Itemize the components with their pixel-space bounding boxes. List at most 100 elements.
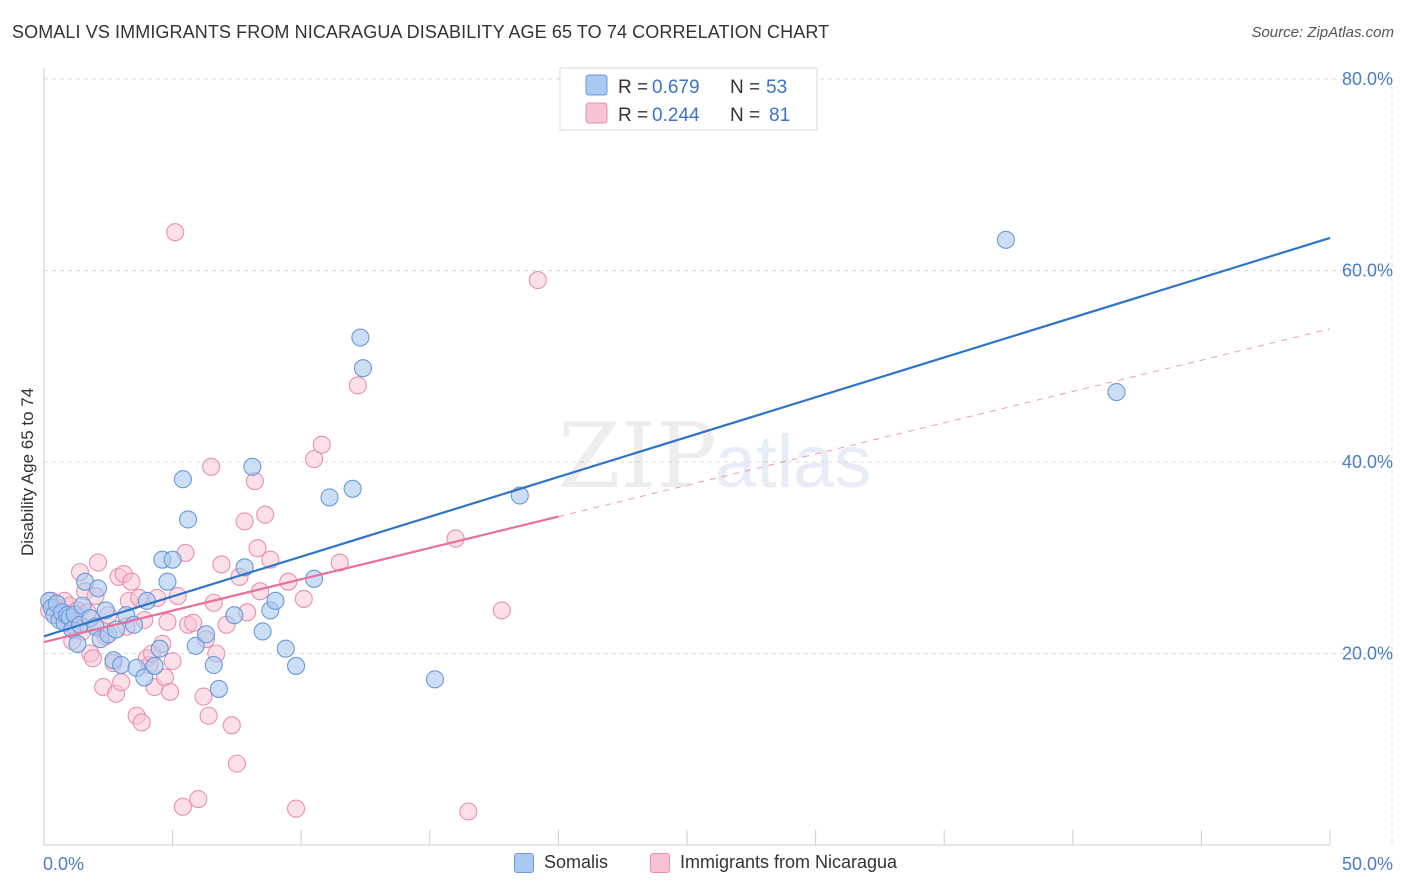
somali-trend-line — [43, 236, 1331, 638]
somali-point — [996, 230, 1015, 249]
nicaragua-trend-extension — [558, 328, 1331, 518]
nicaragua-point — [168, 586, 187, 606]
nicaragua-point — [88, 553, 108, 572]
watermark: ZIP atlas — [558, 404, 871, 509]
legend-r-label-1: R = — [618, 77, 648, 98]
somali-point — [1107, 383, 1126, 402]
somali-point — [287, 656, 306, 675]
somali-point — [163, 550, 182, 569]
nicaragua-point — [189, 789, 208, 809]
watermark-zip: ZIP — [558, 404, 717, 509]
nicaragua-point — [312, 435, 331, 454]
somali-point — [96, 601, 115, 620]
nicaragua-point — [184, 613, 203, 632]
somali-point — [196, 625, 216, 644]
legend-item-somalis[interactable]: Somalis — [514, 852, 608, 873]
legend-item-nicaragua[interactable]: Immigrants from Nicaragua — [650, 852, 897, 873]
y-tick-label: 20.0% — [1342, 644, 1393, 664]
somalis-label: Somalis — [544, 852, 609, 872]
nicaragua-point — [256, 505, 275, 524]
legend-n-label-2: N = — [730, 105, 760, 126]
bottom-legend: Somalis Immigrants from Nicaragua — [0, 852, 1406, 878]
nicaragua-point — [222, 716, 241, 735]
source-label: Source: ZipAtlas.com — [1251, 24, 1394, 41]
somali-point — [158, 572, 177, 591]
somali-point — [276, 639, 295, 658]
nicaragua-point — [132, 713, 151, 732]
somali-point — [88, 579, 108, 598]
nicaragua-point — [294, 589, 313, 608]
nicaragua-point — [122, 572, 141, 591]
somali-point — [353, 359, 372, 378]
nicaragua-point — [492, 601, 511, 620]
somali-point — [351, 328, 370, 347]
nicaragua-point — [173, 797, 192, 816]
nicaragua-point — [528, 271, 547, 290]
y-tick-label: 80.0% — [1342, 69, 1393, 89]
x-tick-label: 0.0% — [43, 854, 84, 874]
somali-point — [204, 655, 223, 675]
somali-point — [266, 591, 285, 610]
somali-point — [209, 679, 228, 698]
somali-point — [320, 488, 339, 507]
nicaragua-point — [83, 649, 102, 668]
nicaragua-point — [348, 376, 367, 395]
nicaragua-points — [40, 223, 547, 821]
nicaragua-swatch — [650, 852, 670, 873]
somali-point — [243, 457, 262, 476]
nicaragua-point — [166, 223, 185, 242]
nicaragua-point — [199, 706, 218, 725]
somali-point — [178, 510, 198, 529]
nicaragua-label: Immigrants from Nicaragua — [680, 852, 898, 872]
nicaragua-point — [305, 450, 324, 469]
legend-n-label-1: N = — [730, 77, 760, 98]
somali-point — [150, 639, 169, 658]
somali-point — [135, 668, 154, 687]
somali-point — [186, 636, 205, 655]
legend-r-label-2: R = — [618, 105, 648, 126]
legend-r-value-2: 0.244 — [652, 105, 700, 126]
nicaragua-point — [194, 687, 213, 706]
nicaragua-point — [227, 754, 246, 773]
nicaragua-point — [158, 612, 177, 631]
somali-point — [305, 569, 324, 588]
legend-r-value-1: 0.679 — [652, 77, 700, 98]
nicaragua-point — [212, 555, 231, 574]
legend-swatch-somali — [585, 74, 608, 96]
chart-title: SOMALI VS IMMIGRANTS FROM NICARAGUA DISA… — [12, 22, 830, 42]
somali-point — [145, 656, 164, 675]
tick-labels: 20.0% 40.0% 60.0% 80.0% 0.0% 50.0% — [43, 69, 1393, 874]
nicaragua-point — [112, 673, 131, 692]
y-tick-label: 40.0% — [1342, 452, 1393, 472]
axes — [43, 68, 1331, 846]
somali-point — [425, 670, 444, 689]
somali-point — [253, 622, 272, 641]
somali-point — [68, 634, 87, 653]
nicaragua-point — [330, 553, 349, 572]
legend-box: R = 0.679 N = 53 R = 0.244 N = 81 — [559, 67, 818, 131]
trend-lines — [43, 236, 1331, 644]
nicaragua-point — [459, 802, 478, 821]
x-tick-label: 50.0% — [1342, 854, 1393, 874]
nicaragua-point — [163, 652, 182, 671]
legend-n-value-2: 81 — [769, 105, 790, 126]
somali-point — [343, 479, 362, 498]
somalis-swatch — [514, 852, 534, 873]
nicaragua-point — [202, 457, 221, 476]
legend-swatch-nicaragua — [585, 102, 608, 124]
somali-point — [173, 470, 192, 489]
watermark-atlas: atlas — [715, 420, 871, 503]
y-tick-label: 60.0% — [1342, 261, 1393, 281]
nicaragua-point — [235, 512, 254, 531]
somali-point — [225, 606, 244, 625]
nicaragua-point — [160, 682, 180, 701]
legend-n-value-1: 53 — [766, 77, 787, 98]
nicaragua-point — [248, 539, 267, 558]
somali-point — [235, 558, 254, 577]
somali-point — [112, 655, 131, 675]
nicaragua-point — [446, 529, 465, 548]
nicaragua-point — [287, 799, 306, 818]
nicaragua-trend-line — [43, 515, 559, 644]
somali-points — [40, 230, 1126, 698]
